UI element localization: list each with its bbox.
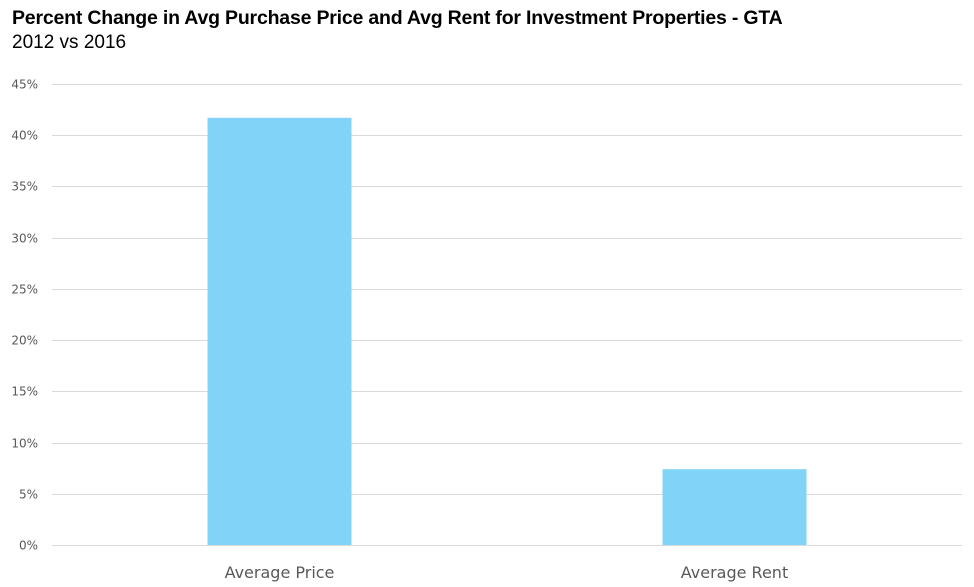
y-tick-label: 15%: [11, 385, 38, 399]
chart-subtitle: 2012 vs 2016: [12, 32, 127, 53]
y-tick-label: 5%: [19, 488, 38, 502]
y-tick-label: 30%: [11, 232, 38, 246]
y-tick-label: 20%: [11, 334, 38, 348]
bars: [207, 117, 807, 545]
y-axis-tick-labels: 0% 5% 10% 15% 20% 25% 30% 35% 40% 45%: [11, 78, 38, 553]
y-tick-label: 25%: [11, 283, 38, 297]
y-tick-label: 45%: [11, 78, 38, 92]
y-tick-label: 10%: [11, 437, 38, 451]
y-tick-label: 0%: [19, 539, 38, 553]
x-category-label: Average Rent: [681, 563, 788, 582]
bar-average-rent: [662, 469, 807, 545]
x-category-label: Average Price: [225, 563, 335, 582]
y-tick-label: 40%: [11, 129, 38, 143]
y-tick-label: 35%: [11, 180, 38, 194]
gridlines: [52, 84, 962, 546]
bar-average-price: [207, 117, 352, 545]
x-axis-category-labels: Average Price Average Rent: [225, 563, 789, 582]
chart-title: Percent Change in Avg Purchase Price and…: [12, 7, 783, 29]
